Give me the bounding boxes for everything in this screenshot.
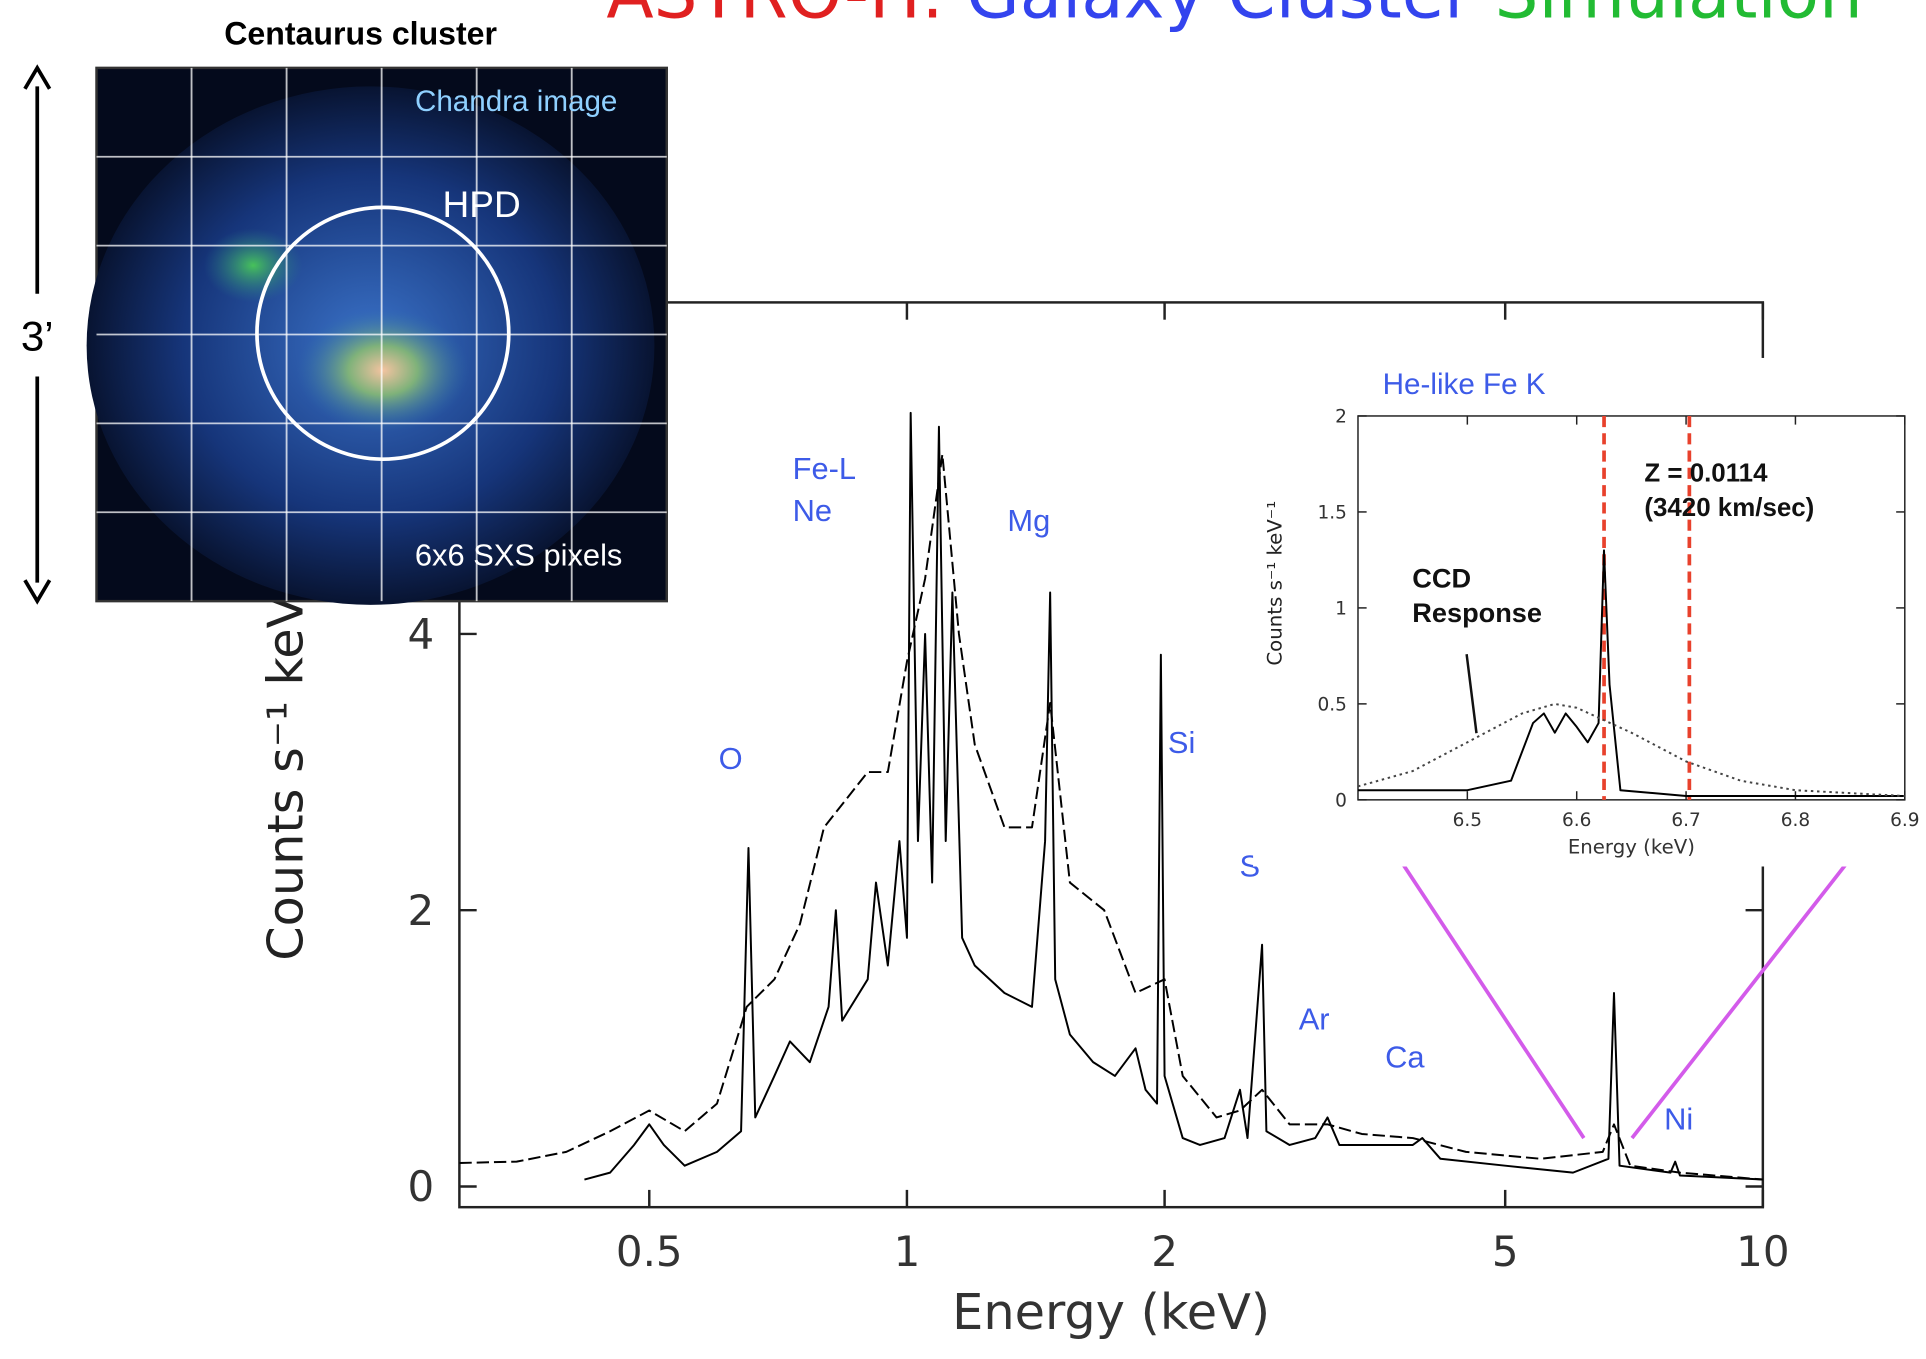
- image-core: [296, 308, 470, 433]
- scale-label: 3’: [21, 313, 54, 360]
- x-tick-label: 6.6: [1562, 810, 1591, 831]
- x-tick-label: 6.8: [1781, 810, 1810, 831]
- y-tick-label: 0.5: [1317, 694, 1346, 715]
- annotation: Mg: [1007, 503, 1050, 538]
- title-part: Galaxy Cluster: [966, 0, 1473, 34]
- spectrum-line: [1357, 549, 1905, 798]
- image-caption: Chandra image: [415, 85, 617, 118]
- annotation: Ne: [793, 493, 832, 528]
- zoom-line: [1399, 860, 1586, 1140]
- x-tick-label: 10: [1736, 1227, 1789, 1276]
- annotation: Ca: [1385, 1040, 1425, 1075]
- x-tick-label: 1: [894, 1227, 921, 1276]
- hpd-label: HPD: [443, 183, 521, 225]
- x-tick-label: 6.5: [1453, 810, 1482, 831]
- annotation: O: [719, 741, 743, 776]
- image-panel: Centaurus cluster Chandra image HPD 6x6 …: [21, 15, 668, 605]
- inset-background: [1253, 357, 1926, 867]
- title-part: ASTRO-H:: [606, 0, 944, 34]
- x-tick-label: 2: [1151, 1227, 1178, 1276]
- arrow-heads: [23, 64, 52, 605]
- annotation: Fe-L: [793, 451, 856, 486]
- x-tick-label: 0.5: [616, 1227, 683, 1276]
- y-tick-label: 2: [408, 886, 435, 935]
- inset-chart: 6.5 6.6 6.7 6.8 6.9 0 0.5 1 1.5 2 Energy (keV) Coun…: [1253, 357, 1926, 867]
- annotation: (3420 km/sec): [1644, 494, 1814, 522]
- spectrum-line: [584, 411, 1763, 1181]
- y-tick-label: 0: [1335, 790, 1347, 811]
- zoom-line: [1630, 860, 1850, 1140]
- image-glow: [203, 228, 303, 303]
- annotation: Z = 0.0114: [1644, 459, 1768, 487]
- x-tick-label: 6.9: [1890, 810, 1919, 831]
- y-tick-label: 1: [1335, 598, 1347, 619]
- y-tick-label: 2: [1335, 406, 1347, 427]
- x-axis-label: Energy (keV): [1568, 836, 1695, 859]
- x-tick-label: 6.7: [1671, 810, 1700, 831]
- y-tick-label: 4: [408, 610, 435, 659]
- panel-title: Centaurus cluster: [224, 15, 497, 51]
- title: ASTRO-H: Galaxy Cluster Simulation: [606, 0, 1862, 34]
- annotation-pointer: [1465, 654, 1478, 734]
- annotation: Ni: [1664, 1101, 1693, 1136]
- y-tick-label: 1.5: [1317, 502, 1346, 523]
- x-tick-label: 5: [1492, 1227, 1519, 1276]
- y-axis-label: Counts s⁻¹ keV⁻¹: [1263, 501, 1286, 666]
- y-axis-label: Counts s⁻¹ keV⁻¹: [257, 549, 315, 961]
- hpd-circle: [255, 205, 511, 462]
- grid-label: 6x6 SXS pixels: [415, 537, 622, 572]
- inset-title: He-like Fe K: [1383, 368, 1546, 401]
- spectrum-line: [1357, 702, 1905, 798]
- annotation: Si: [1168, 725, 1195, 760]
- x-axis-label: Energy (keV): [952, 1283, 1270, 1341]
- annotation: Response: [1412, 597, 1542, 628]
- spectrum-line: [459, 453, 1763, 1181]
- title-part: Simulation: [1495, 0, 1863, 34]
- annotation: CCD: [1412, 563, 1471, 594]
- y-tick-label: 0: [408, 1162, 435, 1211]
- pixel-grid: [96, 67, 667, 602]
- annotation: Ar: [1299, 1001, 1330, 1036]
